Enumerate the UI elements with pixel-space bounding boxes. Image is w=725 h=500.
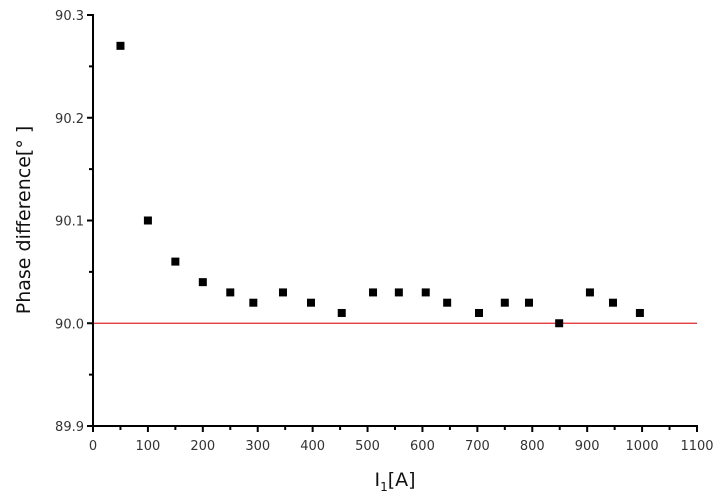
data-point-square: [226, 288, 235, 297]
x-tick-label: 300: [245, 439, 270, 454]
x-axis-title: I1[A]: [374, 469, 415, 494]
data-point-square: [249, 298, 258, 307]
y-tick-label: 90.3: [55, 9, 84, 24]
x-tick-label: 500: [355, 439, 380, 454]
y-tick-label: 90.2: [55, 112, 84, 127]
x-tick-label: 400: [300, 439, 325, 454]
x-tick-label: 100: [135, 439, 160, 454]
data-point-square: [306, 298, 315, 307]
y-axis-ticks: 89.9 90.0 90.1 90.2 90.3: [55, 9, 93, 435]
data-point-square: [635, 308, 644, 317]
x-tick-label: 900: [575, 439, 600, 454]
data-point-square: [585, 288, 594, 297]
data-points: [116, 41, 644, 328]
data-point-square: [198, 278, 207, 287]
x-tick-label: 200: [190, 439, 215, 454]
axes: [92, 14, 698, 427]
data-point-square: [443, 298, 452, 307]
data-point-square: [143, 216, 152, 225]
data-point-square: [475, 308, 484, 317]
y-tick-label: 90.0: [55, 317, 84, 332]
x-tick-label: 1100: [680, 439, 713, 454]
data-point-square: [116, 41, 125, 50]
y-axis-title: Phase difference[° ]: [13, 126, 35, 315]
data-point-square: [171, 257, 180, 266]
data-point-square: [337, 308, 346, 317]
data-point-square: [394, 288, 403, 297]
y-tick-label: 90.1: [55, 215, 84, 230]
data-point-square: [608, 298, 617, 307]
x-tick-label: 0: [89, 439, 97, 454]
x-axis-title-main: I: [374, 469, 380, 491]
data-point-square: [278, 288, 287, 297]
x-tick-label: 1000: [626, 439, 659, 454]
y-tick-label: 89.9: [55, 420, 84, 435]
data-point-square: [500, 298, 509, 307]
x-tick-label: 800: [520, 439, 545, 454]
x-tick-label: 600: [410, 439, 435, 454]
data-point-square: [524, 298, 533, 307]
x-axis-title-unit: [A]: [388, 469, 416, 491]
data-point-square: [421, 288, 430, 297]
x-tick-label: 700: [465, 439, 490, 454]
x-axis-title-sub: 1: [380, 480, 388, 494]
data-point-square: [555, 319, 564, 328]
x-axis-ticks: 0 100 200 300 400 500 600 700 800 900 1000 1100: [89, 426, 714, 454]
data-point-square: [369, 288, 378, 297]
